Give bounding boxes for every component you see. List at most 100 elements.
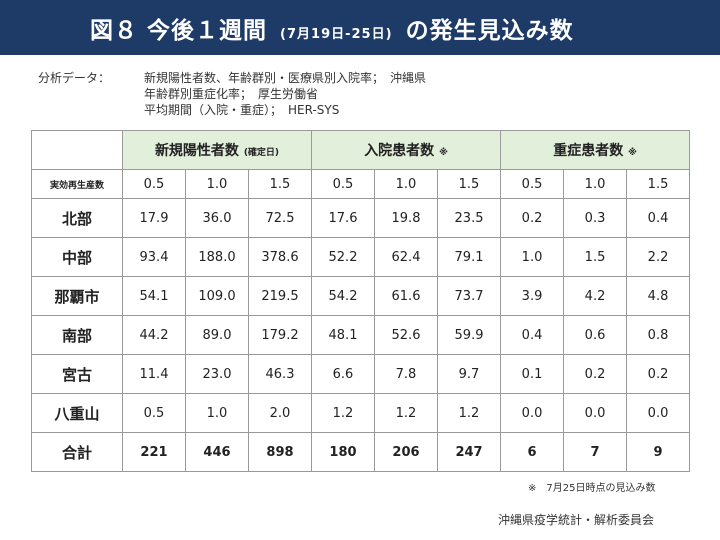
region-label: 宮古 [31,354,123,394]
title-bar: 図８ 今後１週間 (7月19日-25日) の発生見込み数 [0,0,720,55]
region-label: 南部 [31,315,123,355]
table-row: 北部 17.9 36.0 72.5 17.6 19.8 23.5 0.2 0.3 0.4 [31,198,691,238]
total-cell: 9 [626,432,691,472]
scenario-cell: 1.0 [563,169,628,199]
title-main: 図８ 今後１週間 [90,17,268,44]
corner-cell [31,130,123,170]
region-label: 那覇市 [31,276,123,316]
value-cell: 61.6 [374,276,438,316]
value-cell: 0.3 [563,198,628,238]
group-header-hospitalized: 入院患者数 ※ [310,130,502,170]
source-label: 分析データ： [38,71,111,85]
value-cell: 1.0 [500,237,565,277]
scenario-cell: 1.5 [626,169,691,199]
value-cell: 0.1 [500,354,565,394]
total-cell: 180 [311,432,375,472]
scenario-label: 実効再生産数 [31,169,123,199]
value-cell: 3.9 [500,276,565,316]
value-cell: 0.2 [563,354,628,394]
table-row: 南部 44.2 89.0 179.2 48.1 52.6 59.9 0.4 0.6 0.8 [31,315,691,355]
value-cell: 1.5 [563,237,628,277]
scenario-cell: 1.0 [374,169,438,199]
value-cell: 17.6 [311,198,375,238]
value-cell: 1.2 [311,393,375,433]
value-cell: 52.2 [311,237,375,277]
value-cell: 59.9 [436,315,502,355]
value-cell: 72.5 [248,198,312,238]
value-cell: 219.5 [248,276,312,316]
value-cell: 0.0 [626,393,691,433]
value-cell: 89.0 [185,315,249,355]
value-cell: 188.0 [185,237,249,277]
scenario-cell: 0.5 [500,169,565,199]
value-cell: 4.8 [626,276,691,316]
value-cell: 0.6 [563,315,628,355]
title-end: の発生見込み数 [405,17,574,44]
total-cell: 6 [500,432,565,472]
group-header-row: 新規陽性者数 (確定日) 入院患者数 ※ 重症患者数 ※ [31,130,691,170]
value-cell: 0.0 [500,393,565,433]
value-cell: 7.8 [374,354,438,394]
footnote: ※ 7月25日時点の見込み数 [528,483,656,494]
value-cell: 0.2 [500,198,565,238]
value-cell: 23.5 [436,198,502,238]
scenario-cell: 0.5 [122,169,186,199]
source-text: 年齢群別重症化率； 厚生労働省 [144,87,319,101]
value-cell: 0.2 [626,354,691,394]
value-cell: 179.2 [248,315,312,355]
group-header-new-cases: 新規陽性者数 (確定日) [122,130,312,170]
value-cell: 109.0 [185,276,249,316]
value-cell: 1.2 [374,393,438,433]
region-label: 北部 [31,198,123,238]
value-cell: 4.2 [563,276,628,316]
source-row: 分析データ： 新規陽性者数、年齢群別・医療県別入院率； 沖縄県 [38,70,426,86]
scenario-cell: 1.0 [185,169,249,199]
forecast-table: 新規陽性者数 (確定日) 入院患者数 ※ 重症患者数 ※ 実効再生産数 0.5 1… [31,130,691,472]
total-cell: 898 [248,432,312,472]
total-cell: 206 [374,432,438,472]
total-cell: 446 [185,432,249,472]
value-cell: 62.4 [374,237,438,277]
table-row: 那覇市 54.1 109.0 219.5 54.2 61.6 73.7 3.9 4.2 4.8 [31,276,691,316]
group-header-severe: 重症患者数 ※ [500,130,691,170]
value-cell: 36.0 [185,198,249,238]
value-cell: 9.7 [436,354,502,394]
value-cell: 73.7 [436,276,502,316]
source-row: 年齢群別重症化率； 厚生労働省 [38,86,426,102]
total-row: 合計 221 446 898 180 206 247 6 7 9 [31,432,691,472]
value-cell: 17.9 [122,198,186,238]
value-cell: 378.6 [248,237,312,277]
total-cell: 221 [122,432,186,472]
value-cell: 93.4 [122,237,186,277]
scenario-cell: 1.5 [248,169,312,199]
value-cell: 23.0 [185,354,249,394]
value-cell: 54.2 [311,276,375,316]
scenario-row: 実効再生産数 0.5 1.0 1.5 0.5 1.0 1.5 0.5 1.0 1.5 [31,169,691,199]
total-cell: 7 [563,432,628,472]
title-date-range: (7月19日-25日) [280,26,393,42]
value-cell: 0.4 [500,315,565,355]
table-body: 北部 17.9 36.0 72.5 17.6 19.8 23.5 0.2 0.3 0.4 中部 93.… [31,198,691,433]
value-cell: 52.6 [374,315,438,355]
source-label [38,86,144,102]
value-cell: 11.4 [122,354,186,394]
total-cell: 247 [436,432,502,472]
value-cell: 0.4 [626,198,691,238]
table-row: 八重山 0.5 1.0 2.0 1.2 1.2 1.2 0.0 0.0 0.0 [31,393,691,433]
value-cell: 48.1 [311,315,375,355]
value-cell: 0.0 [563,393,628,433]
value-cell: 2.0 [248,393,312,433]
value-cell: 46.3 [248,354,312,394]
value-cell: 1.2 [436,393,502,433]
value-cell: 2.2 [626,237,691,277]
value-cell: 0.5 [122,393,186,433]
value-cell: 0.8 [626,315,691,355]
scenario-cell: 0.5 [311,169,375,199]
value-cell: 1.0 [185,393,249,433]
data-sources: 分析データ： 新規陽性者数、年齢群別・医療県別入院率； 沖縄県 年齢群別重症化率… [38,70,426,118]
scenario-cell: 1.5 [436,169,502,199]
source-text: 平均期間（入院・重症）； HER-SYS [144,103,340,117]
page-title: 図８ 今後１週間 (7月19日-25日) の発生見込み数 [90,11,574,45]
region-label: 八重山 [31,393,123,433]
footer-credit: 沖縄県疫学統計・解析委員会 [498,513,655,527]
